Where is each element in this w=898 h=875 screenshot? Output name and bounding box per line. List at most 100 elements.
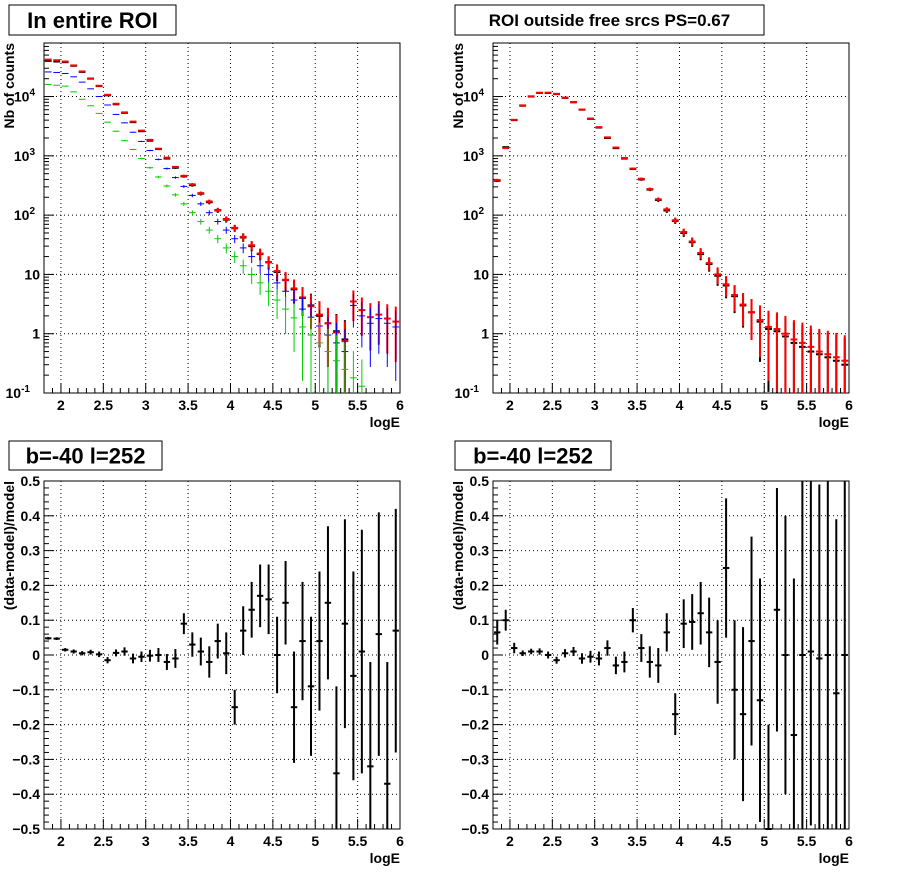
y-tick-label: −0.4: [461, 786, 489, 802]
y-tick-label: 104: [14, 88, 36, 105]
x-tick-label: 5.5: [797, 397, 817, 413]
series-component: [44, 71, 400, 393]
y-axis-title: (data-model)/model: [1, 481, 17, 610]
x-tick-label: 6: [396, 397, 404, 413]
chart-panel-1: 2 2.5 3 3.5 4 4.5 5 5.5 6 10-1 1 10 102 103 104 logE Nb …: [1, 4, 404, 430]
x-tick-label: 2.5: [94, 833, 114, 849]
chart-panel-3: 2 2.5 3 3.5 4 4.5 5 5.5 6 −0.5 −0.4 −0.3 −0.2 −0.1 0 0.…: [1, 440, 404, 866]
y-tick-label: 104: [463, 88, 485, 105]
chart-title: In entire ROI: [27, 8, 158, 33]
x-tick-label: 5: [760, 833, 768, 849]
y-tick-label: 0.1: [470, 612, 490, 628]
y-tick-label: −0.4: [12, 786, 40, 802]
y-tick-label: −0.2: [461, 717, 489, 733]
x-tick-label: 3: [591, 833, 599, 849]
y-tick-label: −0.5: [461, 821, 489, 837]
y-tick-label: −0.5: [12, 821, 40, 837]
x-tick-label: 2.5: [543, 397, 563, 413]
x-tick-label: 5: [311, 833, 319, 849]
x-tick-label: 5: [311, 397, 319, 413]
chart-title: b=-40 l=252: [473, 443, 593, 468]
series-residual: [494, 481, 848, 830]
y-tick-label: 0.2: [470, 577, 490, 593]
x-tick-label: 5.5: [348, 833, 368, 849]
y-axis-title: Nb of counts: [1, 43, 17, 129]
x-axis-title: logE: [370, 414, 400, 430]
y-tick-label: 10-1: [6, 384, 31, 401]
y-tick-label: 0.5: [470, 473, 490, 489]
series-model: [44, 58, 400, 393]
x-tick-label: 2: [57, 397, 65, 413]
y-tick-label: 0.3: [21, 543, 41, 559]
y-axis-title: (data-model)/model: [450, 481, 466, 610]
series-data: [493, 91, 849, 393]
y-tick-label: 0: [481, 647, 489, 663]
series-component: [44, 83, 366, 393]
y-tick-label: 0.4: [470, 508, 490, 524]
x-tick-label: 6: [845, 397, 853, 413]
chart-panel-4: 2 2.5 3 3.5 4 4.5 5 5.5 6 −0.5 −0.4 −0.3 −0.2 −0.1 0 0.…: [450, 440, 853, 866]
x-tick-label: 3.5: [178, 833, 198, 849]
x-tick-label: 2: [506, 397, 514, 413]
x-axis-title: logE: [819, 414, 849, 430]
y-axis-title: Nb of counts: [450, 43, 466, 129]
y-tick-label: 0.2: [21, 577, 41, 593]
x-tick-label: 3.5: [627, 397, 647, 413]
series-model: [493, 91, 849, 393]
x-tick-label: 2: [506, 833, 514, 849]
series-residual: [45, 508, 399, 829]
y-tick-label: −0.3: [461, 751, 489, 767]
chart-title: ROI outside free srcs PS=0.67: [489, 11, 730, 30]
x-axis-title: logE: [370, 850, 400, 866]
y-tick-label: 103: [463, 147, 485, 164]
x-tick-label: 4: [227, 397, 235, 413]
x-tick-label: 5: [760, 397, 768, 413]
x-tick-label: 2.5: [94, 397, 114, 413]
y-tick-label: 10: [24, 266, 40, 282]
y-tick-label: 1: [32, 326, 40, 342]
y-tick-label: 0.4: [21, 508, 41, 524]
x-tick-label: 3: [142, 833, 150, 849]
x-tick-label: 4.5: [712, 833, 732, 849]
y-tick-label: 0.5: [21, 473, 41, 489]
x-tick-label: 3.5: [178, 397, 198, 413]
y-tick-label: 102: [14, 206, 36, 223]
plot-frame: [492, 42, 850, 394]
y-tick-label: 10-1: [455, 384, 480, 401]
title-box: [8, 4, 177, 36]
x-tick-label: 5.5: [348, 397, 368, 413]
title-box: [454, 4, 765, 36]
x-tick-label: 6: [845, 833, 853, 849]
x-tick-label: 3: [142, 397, 150, 413]
y-tick-label: 1: [481, 326, 489, 342]
x-tick-label: 4.5: [712, 397, 732, 413]
x-tick-label: 3.5: [627, 833, 647, 849]
y-tick-label: −0.1: [461, 682, 489, 698]
y-tick-label: 0: [32, 647, 40, 663]
chart-title: b=-40 l=252: [26, 443, 146, 468]
y-tick-label: 0.3: [470, 543, 490, 559]
x-tick-label: 4.5: [263, 397, 283, 413]
x-tick-label: 4: [676, 397, 684, 413]
x-tick-label: 3: [591, 397, 599, 413]
title-box: [454, 440, 612, 471]
x-tick-label: 2: [57, 833, 65, 849]
x-tick-label: 6: [396, 833, 404, 849]
y-tick-label: −0.2: [12, 717, 40, 733]
x-tick-label: 2.5: [543, 833, 563, 849]
y-tick-label: −0.3: [12, 751, 40, 767]
y-tick-label: −0.1: [12, 682, 40, 698]
x-tick-label: 4: [676, 833, 684, 849]
x-tick-label: 4: [227, 833, 235, 849]
y-tick-label: 102: [463, 206, 485, 223]
title-box: [8, 440, 163, 471]
chart-panel-2: 2 2.5 3 3.5 4 4.5 5 5.5 6 10-1 1 10 102 103 104 logE Nb …: [450, 4, 853, 430]
x-axis-title: logE: [819, 850, 849, 866]
y-tick-label: 10: [473, 266, 489, 282]
y-tick-label: 103: [14, 147, 36, 164]
x-tick-label: 5.5: [797, 833, 817, 849]
y-tick-label: 0.1: [21, 612, 41, 628]
x-tick-label: 4.5: [263, 833, 283, 849]
